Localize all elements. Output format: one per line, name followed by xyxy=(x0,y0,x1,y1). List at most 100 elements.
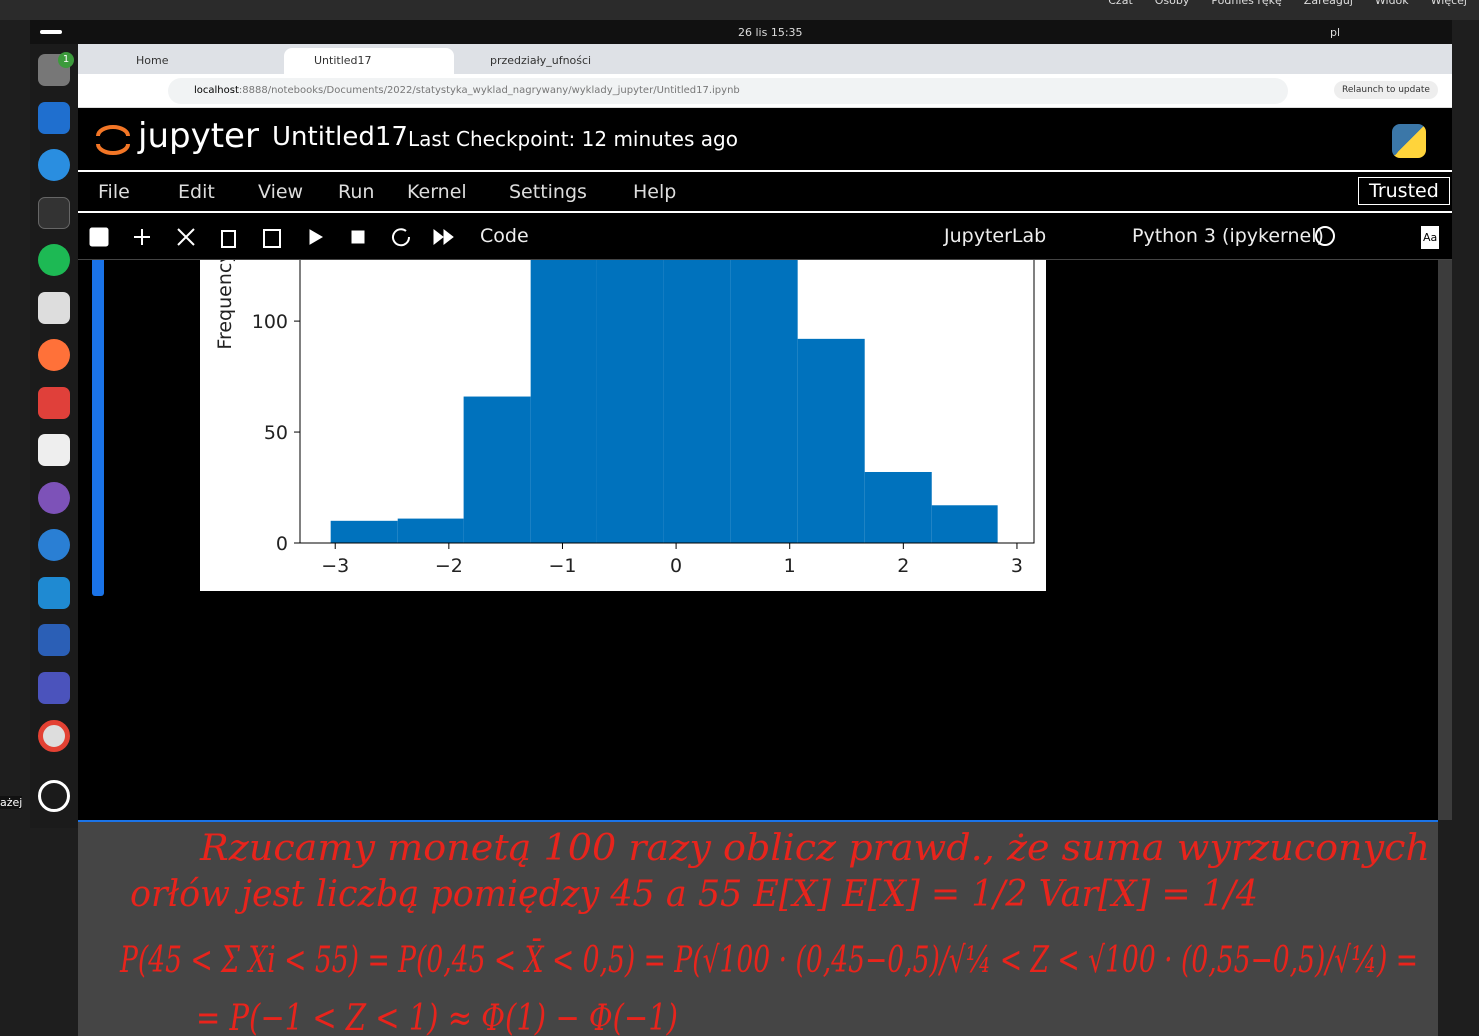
datetime: 26 lis 15:35 xyxy=(738,26,803,39)
y-axis-label: Frequency xyxy=(214,260,236,350)
notebook-area: −3 −2 −1 0 1 2 3 0 50 100 Frequency Rzucamy monetą… xyxy=(78,260,1452,1036)
spotify-icon[interactable] xyxy=(38,244,70,276)
meeting-bar: Czat Osoby Podnieś rękę Zareaguj Widok Więcej xyxy=(0,0,1479,20)
url-path: :8888/notebooks/Documents/2022/statystyk… xyxy=(238,85,740,96)
trusted[interactable]: Trusted xyxy=(1358,177,1450,205)
jupyter-logo: jupyter xyxy=(138,116,259,156)
y-tick-label: 0 xyxy=(276,533,288,555)
cut-icon[interactable] xyxy=(177,228,195,246)
browser-window: Home Untitled17 przedziały_ufności local… xyxy=(78,44,1452,1036)
system-bar: 26 lis 15:35 pl xyxy=(30,20,1452,44)
kernel-status xyxy=(1315,226,1335,246)
bar xyxy=(330,520,398,543)
add-icon[interactable] xyxy=(134,229,150,245)
relaunch-button[interactable]: Relaunch to update xyxy=(1334,81,1438,99)
xournal-icon[interactable] xyxy=(38,292,70,324)
menu-item[interactable]: Settings xyxy=(509,181,587,203)
meeting-items: Czat Osoby Podnieś rękę Zareaguj Widok Więcej xyxy=(1086,0,1467,7)
x-tick-label: −2 xyxy=(435,555,463,577)
jupyter-header: jupyter Untitled17 Last Checkpoint: 12 m… xyxy=(78,108,1452,170)
bar xyxy=(931,505,998,543)
toolbar-icons xyxy=(89,227,454,248)
x-tick-label: −1 xyxy=(548,555,576,577)
emacs-icon[interactable] xyxy=(38,482,70,514)
kernel-name[interactable]: Python 3 (ipykernel) xyxy=(1132,225,1324,247)
menu-item[interactable]: View xyxy=(258,181,304,203)
bar xyxy=(730,260,798,543)
restart-icon[interactable] xyxy=(392,228,411,247)
omnibox[interactable] xyxy=(168,78,1288,104)
checkpoint: Last Checkpoint: 12 minutes ago xyxy=(408,127,738,151)
dock: 1 xyxy=(30,44,78,828)
bar xyxy=(663,260,731,544)
apps-icon[interactable] xyxy=(38,780,70,812)
bar xyxy=(797,338,865,543)
x-tick-label: 1 xyxy=(784,555,796,577)
handwritten-line: orłów jest liczbą pomiędzy 45 a 55 E[X] … xyxy=(130,874,1258,915)
terminal-icon[interactable] xyxy=(38,197,70,229)
meeting-item[interactable]: Widok xyxy=(1374,0,1409,7)
reader-icon[interactable] xyxy=(38,434,70,466)
bar xyxy=(530,260,597,543)
handwritten-line: Rzucamy monetą 100 razy oblicz prawd., ż… xyxy=(199,828,1430,869)
x-tick-label: 0 xyxy=(670,555,682,577)
side-label: ażej xyxy=(0,796,23,809)
url-host: localhost xyxy=(194,85,239,96)
meeting-item[interactable]: Zareaguj xyxy=(1303,0,1353,7)
scrollbar[interactable] xyxy=(1438,260,1452,820)
toolbar: Code JupyterLab Python 3 (ipykernel) Aa xyxy=(78,213,1452,260)
menu-item[interactable]: File xyxy=(98,181,130,203)
x-tick-label: −3 xyxy=(321,555,349,577)
meeting-item[interactable]: Podnieś rękę xyxy=(1211,0,1282,7)
copy-icon[interactable] xyxy=(221,230,236,248)
paste-icon[interactable] xyxy=(263,229,281,248)
run-icon[interactable] xyxy=(309,229,323,245)
writer-icon[interactable] xyxy=(38,102,70,134)
histogram-output: −3 −2 −1 0 1 2 3 0 50 100 Frequency xyxy=(200,260,1046,591)
menu-item[interactable]: Kernel xyxy=(407,181,467,203)
help-icon[interactable] xyxy=(38,149,70,181)
menu-item[interactable]: Run xyxy=(338,181,375,203)
address-bar: localhost:8888/notebooks/Documents/2022/… xyxy=(78,74,1452,108)
stop-icon[interactable] xyxy=(351,230,365,244)
menu-item[interactable]: Edit xyxy=(178,181,215,203)
meeting-item[interactable]: Więcej xyxy=(1430,0,1467,7)
bar xyxy=(397,518,464,543)
tab[interactable]: Untitled17 xyxy=(284,48,454,74)
jupyter-logo-mark xyxy=(96,125,130,155)
bitwarden-icon[interactable] xyxy=(38,624,70,656)
url: localhost:8888/notebooks/Documents/2022/… xyxy=(194,85,740,96)
meeting-item[interactable]: Czat xyxy=(1108,0,1133,7)
bar xyxy=(596,260,664,543)
y-tick-label: 50 xyxy=(264,422,288,444)
save-icon[interactable] xyxy=(89,227,109,247)
chrome-icon[interactable] xyxy=(38,720,70,752)
tab-strip: Home Untitled17 przedziały_ufności xyxy=(78,44,1452,74)
handwriting-area: Rzucamy monetą 100 razy oblicz prawd., ż… xyxy=(78,820,1438,1036)
tab[interactable]: Home xyxy=(136,54,169,67)
cell-type[interactable]: Code xyxy=(480,225,529,247)
notebook-name[interactable]: Untitled17 xyxy=(272,122,408,152)
y-tick-label: 100 xyxy=(252,311,288,333)
thunderbird-icon[interactable] xyxy=(38,529,70,561)
activities[interactable] xyxy=(40,30,62,34)
firefox-icon[interactable] xyxy=(38,339,70,371)
handwritten-line: = P(−1 < Z < 1) ≈ Φ(1) − Φ(−1) xyxy=(196,998,678,1036)
jupyterlab-link[interactable]: JupyterLab xyxy=(944,225,1047,247)
menu-item[interactable]: Help xyxy=(633,181,677,203)
vscode-icon[interactable] xyxy=(38,577,70,609)
menu-bar: Trusted File Edit View Run Kernel Settings Hel… xyxy=(78,171,1452,212)
meeting-item[interactable]: Osoby xyxy=(1154,0,1190,7)
cell-marker xyxy=(92,260,104,596)
axes-frame xyxy=(299,260,1035,544)
tab[interactable]: przedziały_ufności xyxy=(490,54,592,67)
zotero-icon[interactable] xyxy=(38,387,70,419)
run-all-icon[interactable] xyxy=(433,228,454,246)
font-button[interactable]: Aa xyxy=(1421,226,1440,249)
x-tick-label: 2 xyxy=(897,555,909,577)
badge: 1 xyxy=(58,52,74,68)
bar xyxy=(864,471,932,543)
teams-icon[interactable] xyxy=(38,672,70,704)
bar xyxy=(463,396,531,543)
